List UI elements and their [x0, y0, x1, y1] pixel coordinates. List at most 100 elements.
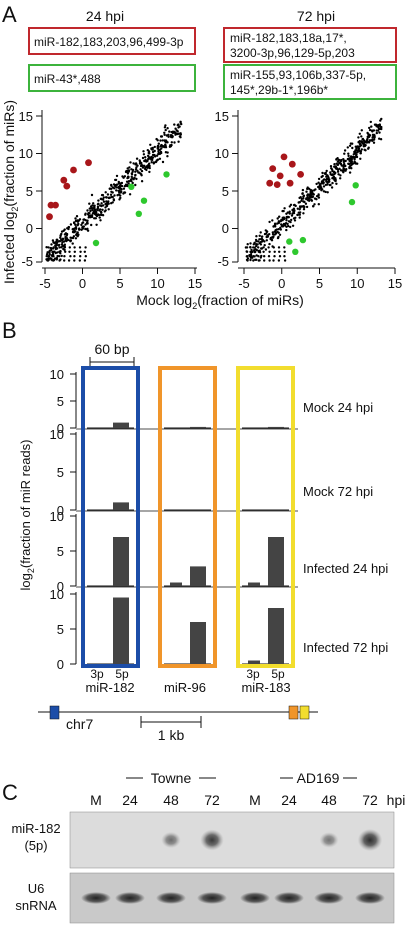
data-point [329, 171, 332, 174]
data-point [318, 187, 321, 191]
data-point [362, 139, 366, 142]
data-point [135, 163, 138, 166]
data-point [345, 168, 348, 171]
left-ytick-2: 5 [26, 184, 33, 199]
data-point [268, 220, 271, 224]
read-bar-5p [113, 537, 129, 586]
lane-label: 48 [163, 792, 179, 808]
right-red-box [223, 27, 397, 63]
data-point [169, 134, 173, 138]
data-point [278, 215, 281, 218]
data-point [45, 253, 49, 256]
data-point [112, 198, 116, 201]
data-point [140, 169, 144, 173]
data-point [153, 155, 157, 158]
u6-band [274, 892, 304, 904]
data-point [68, 250, 71, 253]
data-point [251, 250, 254, 253]
data-point [325, 169, 328, 173]
data-point [164, 144, 167, 147]
read-bar-5p [268, 426, 284, 428]
data-point [286, 222, 289, 226]
data-point [122, 187, 126, 190]
data-point [253, 241, 256, 244]
data-point [287, 215, 290, 219]
right-ytick-0: -5 [217, 254, 229, 269]
read-bar-5p [113, 597, 129, 664]
data-point [142, 153, 146, 156]
data-point [48, 250, 51, 253]
data-point [315, 198, 318, 201]
data-point [81, 225, 84, 229]
row-label-u6-line2: snRNA [15, 898, 57, 913]
lane-label: 24 [281, 792, 297, 808]
data-point [140, 180, 144, 183]
data-point [348, 159, 351, 162]
data-point [147, 150, 151, 153]
track-tick-label: 0 [57, 579, 64, 594]
data-point [255, 243, 258, 246]
data-point [101, 208, 104, 211]
data-point [153, 145, 156, 149]
data-point [299, 211, 302, 214]
data-point [354, 145, 357, 148]
right-xtick-1: 0 [278, 276, 285, 291]
data-point [102, 200, 106, 203]
right-ytick-2: 5 [222, 184, 229, 199]
data-point [148, 152, 151, 155]
data-point [253, 255, 256, 258]
data-point [167, 135, 170, 138]
mir182-band [161, 831, 181, 849]
data-point [97, 202, 100, 205]
data-point [125, 180, 129, 183]
scale-bar-label: 60 bp [94, 341, 129, 357]
data-point [266, 234, 269, 237]
data-point [257, 255, 260, 258]
data-point [249, 242, 252, 245]
data-point [355, 155, 359, 159]
data-point [274, 232, 278, 235]
data-point [100, 202, 103, 205]
data-point [274, 229, 277, 232]
data-point [150, 161, 153, 164]
data-point [320, 182, 323, 185]
data-point [99, 204, 102, 207]
data-point [278, 255, 282, 258]
data-point [346, 157, 350, 161]
data-point [115, 186, 118, 189]
left-red-box [28, 27, 196, 55]
data-point [85, 228, 89, 231]
data-point [343, 152, 346, 155]
right-scatter: -5 0 5 10 15 -5 0 5 10 15 [215, 109, 403, 291]
data-point [349, 142, 353, 145]
data-point [151, 157, 154, 160]
data-point [138, 162, 142, 165]
chr-marker-mir-183 [299, 705, 310, 720]
data-point [283, 259, 287, 262]
data-point [268, 250, 271, 253]
data-point [117, 193, 121, 196]
data-point [131, 168, 135, 172]
data-point [75, 215, 79, 218]
track-tick-label: 10 [50, 587, 64, 602]
data-point [366, 138, 369, 142]
data-point [105, 200, 108, 203]
upregulated-point [60, 176, 68, 184]
gene-box [81, 366, 140, 668]
data-point [292, 217, 296, 220]
data-point [114, 178, 117, 182]
data-point [370, 129, 374, 132]
downregulated-point [92, 239, 100, 247]
data-point [101, 204, 105, 207]
data-point [107, 200, 110, 203]
upregulated-point [286, 179, 294, 187]
data-point [272, 259, 275, 262]
data-point [299, 196, 302, 199]
right-ticks [232, 115, 396, 274]
data-point [326, 191, 329, 194]
data-point [368, 128, 372, 132]
data-point [63, 250, 67, 253]
data-point [130, 172, 133, 175]
track-tick-label: 5 [57, 394, 64, 409]
u6-band [240, 892, 270, 904]
